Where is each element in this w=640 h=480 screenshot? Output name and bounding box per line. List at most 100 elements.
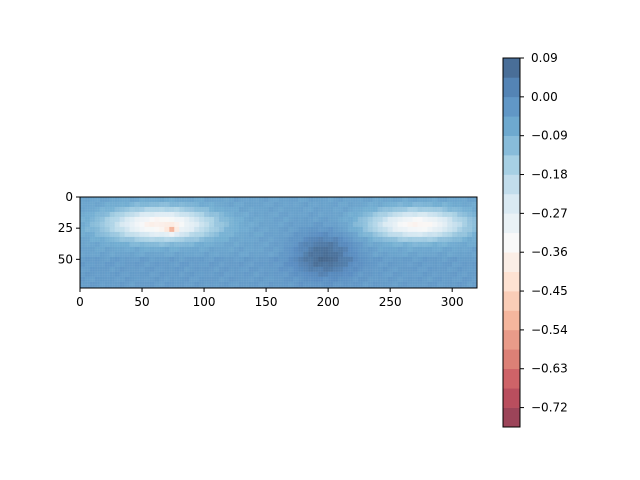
heatmap-cell [189, 266, 195, 273]
heatmap-cell [367, 221, 374, 228]
heatmap-cell [357, 216, 364, 223]
heatmap-cell [119, 221, 126, 228]
heatmap-cell [412, 216, 418, 223]
heatmap-cell [417, 231, 423, 238]
heatmap-cell [412, 256, 418, 263]
heatmap-cell [139, 241, 145, 248]
heatmap-cell [114, 221, 121, 228]
heatmap-cell [144, 266, 150, 273]
heatmap-cell [228, 226, 235, 233]
heatmap-cell [223, 231, 230, 238]
heatmap-cell [218, 251, 225, 258]
heatmap-cell [184, 286, 190, 288]
heatmap-cell [278, 206, 284, 213]
heatmap-cell [258, 276, 265, 283]
heatmap-cell [308, 251, 314, 258]
heatmap-cell [298, 206, 304, 213]
heatmap-cell [248, 236, 255, 243]
heatmap-cell [362, 206, 369, 213]
heatmap-cell [228, 211, 235, 218]
heatmap-cell [417, 206, 423, 213]
heatmap-cell [159, 261, 165, 268]
heatmap-cell [159, 256, 165, 263]
colorbar-tick-label: −0.09 [531, 129, 568, 143]
heatmap-cell [253, 216, 260, 223]
heatmap-cell [417, 266, 423, 273]
heatmap-cell [352, 241, 359, 248]
heatmap-cell [298, 216, 304, 223]
heatmap-cell [258, 286, 265, 288]
heatmap-cell [80, 197, 86, 203]
heatmap-cell [457, 206, 463, 213]
heatmap-cell [323, 226, 329, 233]
heatmap-cell [228, 261, 235, 268]
heatmap-cell [432, 226, 438, 233]
heatmap-cell [427, 211, 433, 218]
heatmap-cell [377, 256, 384, 263]
heatmap-cell [333, 236, 339, 243]
heatmap-cell [174, 261, 180, 268]
heatmap-cell [124, 241, 131, 248]
heatmap-cell [80, 236, 86, 243]
heatmap-cell [367, 266, 374, 273]
heatmap-cell [397, 236, 403, 243]
heatmap-cell [362, 197, 369, 203]
heatmap-cell [377, 281, 384, 288]
heatmap-cell [318, 266, 324, 273]
colorbar-band [503, 407, 520, 428]
heatmap-cell [338, 236, 344, 243]
heatmap-cell [288, 241, 294, 248]
heatmap-cell [99, 266, 106, 273]
heatmap-cell [248, 251, 255, 258]
heatmap-cell [308, 246, 314, 253]
heatmap-cell [268, 216, 274, 223]
heatmap-cell [233, 286, 240, 288]
heatmap-cell [293, 231, 299, 238]
heatmap-cell [447, 216, 453, 223]
heatmap-cell [357, 281, 364, 288]
colorbar-tick-label: −0.54 [531, 323, 568, 337]
heatmap-cell [199, 271, 205, 278]
heatmap-cell [213, 271, 220, 278]
heatmap-cell [397, 286, 403, 288]
heatmap-cell [144, 197, 150, 203]
heatmap-cell [213, 256, 220, 263]
heatmap-cell [154, 261, 160, 268]
heatmap-cell [452, 197, 458, 203]
heatmap-cell [462, 201, 468, 208]
heatmap-cell [402, 197, 408, 203]
heatmap-cell [467, 236, 473, 243]
heatmap-cell [318, 201, 324, 208]
heatmap-cell [462, 251, 468, 258]
heatmap-cell [278, 236, 284, 243]
heatmap-cell [367, 286, 374, 288]
heatmap-cell [233, 241, 240, 248]
heatmap-cell [467, 286, 473, 288]
heatmap-cell [243, 256, 250, 263]
heatmap-cell [134, 197, 140, 203]
heatmap-cell [139, 271, 145, 278]
heatmap-cell [223, 241, 230, 248]
heatmap-cell [318, 271, 324, 278]
heatmap-cell [209, 197, 215, 203]
heatmap-cell [273, 246, 279, 253]
heatmap-cell [333, 261, 339, 268]
heatmap-cell [372, 216, 379, 223]
heatmap-cell [422, 206, 428, 213]
heatmap-cell [367, 211, 374, 218]
heatmap-cell [278, 271, 284, 278]
heatmap-cell [233, 231, 240, 238]
heatmap-cell [343, 256, 349, 263]
heatmap-cell [308, 231, 314, 238]
heatmap-cell [223, 236, 230, 243]
heatmap-cell [238, 206, 245, 213]
heatmap-cell [209, 201, 215, 208]
heatmap-cell [318, 216, 324, 223]
heatmap-cell [149, 261, 155, 268]
heatmap-cell [402, 261, 408, 268]
heatmap-cell [99, 211, 106, 218]
heatmap-cell [179, 281, 185, 288]
heatmap-cell [204, 216, 210, 223]
heatmap-cell [333, 251, 339, 258]
heatmap-cell [397, 261, 403, 268]
